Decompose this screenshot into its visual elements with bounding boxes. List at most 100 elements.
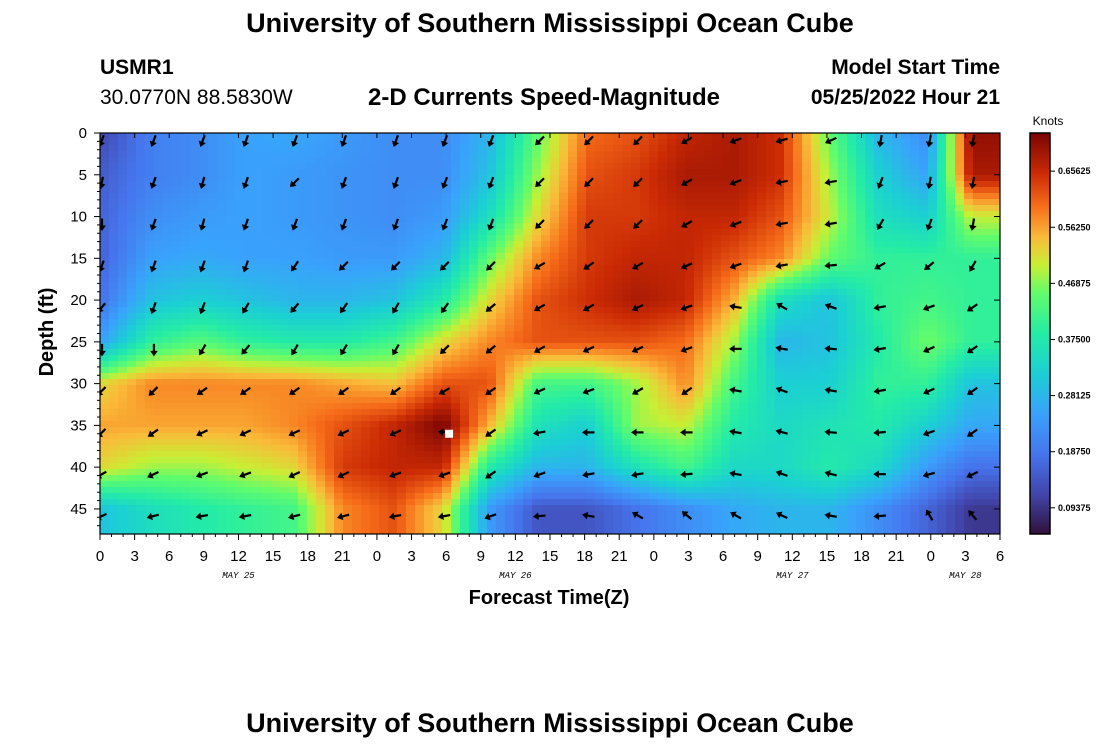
heatmap-cell bbox=[451, 157, 461, 164]
heatmap-cell bbox=[397, 421, 407, 428]
heatmap-cell bbox=[919, 151, 929, 158]
heatmap-cell bbox=[748, 217, 758, 224]
heatmap-cell bbox=[370, 373, 380, 380]
heatmap-cell bbox=[991, 163, 1000, 170]
heatmap-cell bbox=[766, 271, 776, 278]
heatmap-cell bbox=[856, 265, 866, 272]
heatmap-cell bbox=[118, 295, 128, 302]
heatmap-cell bbox=[649, 247, 659, 254]
heatmap-cell bbox=[289, 427, 299, 434]
heatmap-cell bbox=[604, 211, 614, 218]
heatmap-cell bbox=[190, 163, 200, 170]
heatmap-cell bbox=[370, 217, 380, 224]
heatmap-cell bbox=[721, 175, 731, 182]
heatmap-cell bbox=[406, 193, 416, 200]
heatmap-cell bbox=[118, 271, 128, 278]
heatmap-cell bbox=[217, 193, 227, 200]
heatmap-cell bbox=[235, 157, 245, 164]
heatmap-cell bbox=[181, 361, 191, 368]
heatmap-cell bbox=[955, 325, 965, 332]
heatmap-cell bbox=[298, 337, 308, 344]
heatmap-cell bbox=[514, 403, 524, 410]
heatmap-cell bbox=[748, 139, 758, 146]
heatmap-cell bbox=[568, 223, 578, 230]
heatmap-cell bbox=[667, 379, 677, 386]
heatmap-cell bbox=[262, 193, 272, 200]
heatmap-cell bbox=[937, 259, 947, 266]
heatmap-cell bbox=[586, 247, 596, 254]
heatmap-cell bbox=[595, 343, 605, 350]
heatmap-cell bbox=[667, 181, 677, 188]
heatmap-cell bbox=[136, 319, 146, 326]
heatmap-cell bbox=[478, 265, 488, 272]
heatmap-cell bbox=[622, 343, 632, 350]
heatmap-cell bbox=[424, 169, 434, 176]
heatmap-cell bbox=[280, 259, 290, 266]
heatmap-cell bbox=[613, 289, 623, 296]
heatmap-cell bbox=[730, 391, 740, 398]
heatmap-cell bbox=[946, 277, 956, 284]
heatmap-cell bbox=[118, 427, 128, 434]
heatmap-cell bbox=[955, 265, 965, 272]
heatmap-cell bbox=[334, 367, 344, 374]
heatmap-cell bbox=[937, 349, 947, 356]
heatmap-cell bbox=[973, 361, 983, 368]
heatmap-cell bbox=[415, 133, 425, 140]
heatmap-cell bbox=[487, 337, 497, 344]
heatmap-cell bbox=[280, 325, 290, 332]
heatmap-cell bbox=[649, 181, 659, 188]
heatmap-cell bbox=[478, 349, 488, 356]
heatmap-cell bbox=[532, 301, 542, 308]
heatmap-cell bbox=[802, 187, 812, 194]
heatmap-cell bbox=[586, 379, 596, 386]
heatmap-cell bbox=[307, 223, 317, 230]
heatmap-cell bbox=[865, 169, 875, 176]
heatmap-cell bbox=[811, 313, 821, 320]
heatmap-cell bbox=[748, 289, 758, 296]
heatmap-cell bbox=[919, 157, 929, 164]
heatmap-cell bbox=[370, 247, 380, 254]
heatmap-cell bbox=[955, 193, 965, 200]
heatmap-cell bbox=[154, 367, 164, 374]
heatmap-cell bbox=[631, 421, 641, 428]
heatmap-cell bbox=[847, 301, 857, 308]
heatmap-cell bbox=[379, 235, 389, 242]
heatmap-cell bbox=[991, 361, 1000, 368]
heatmap-cell bbox=[280, 169, 290, 176]
heatmap-cell bbox=[415, 175, 425, 182]
heatmap-cell bbox=[163, 181, 173, 188]
heatmap-cell bbox=[568, 151, 578, 158]
heatmap-cell bbox=[514, 241, 524, 248]
heatmap-cell bbox=[820, 343, 830, 350]
heatmap-cell bbox=[820, 373, 830, 380]
heatmap-cell bbox=[478, 331, 488, 338]
heatmap-cell bbox=[919, 421, 929, 428]
heatmap-cell bbox=[226, 271, 236, 278]
heatmap-cell bbox=[910, 349, 920, 356]
heatmap-cell bbox=[712, 187, 722, 194]
heatmap-cell bbox=[118, 247, 128, 254]
heatmap-cell bbox=[253, 199, 263, 206]
heatmap-cell bbox=[667, 355, 677, 362]
heatmap-cell bbox=[712, 151, 722, 158]
heatmap-cell bbox=[622, 235, 632, 242]
heatmap-cell bbox=[388, 289, 398, 296]
heatmap-cell bbox=[694, 373, 704, 380]
heatmap-cell bbox=[397, 367, 407, 374]
heatmap-cell bbox=[262, 331, 272, 338]
heatmap-cell bbox=[235, 229, 245, 236]
heatmap-cell bbox=[775, 229, 785, 236]
heatmap-cell bbox=[928, 169, 938, 176]
heatmap-cell bbox=[352, 271, 362, 278]
heatmap-cell bbox=[118, 379, 128, 386]
heatmap-cell bbox=[388, 271, 398, 278]
heatmap-cell bbox=[847, 205, 857, 212]
heatmap-cell bbox=[892, 259, 902, 266]
heatmap-cell bbox=[298, 373, 308, 380]
heatmap-cell bbox=[307, 307, 317, 314]
heatmap-cell bbox=[784, 427, 794, 434]
heatmap-cell bbox=[568, 367, 578, 374]
heatmap-cell bbox=[766, 307, 776, 314]
heatmap-cell bbox=[991, 343, 1000, 350]
heatmap-cell bbox=[757, 247, 767, 254]
